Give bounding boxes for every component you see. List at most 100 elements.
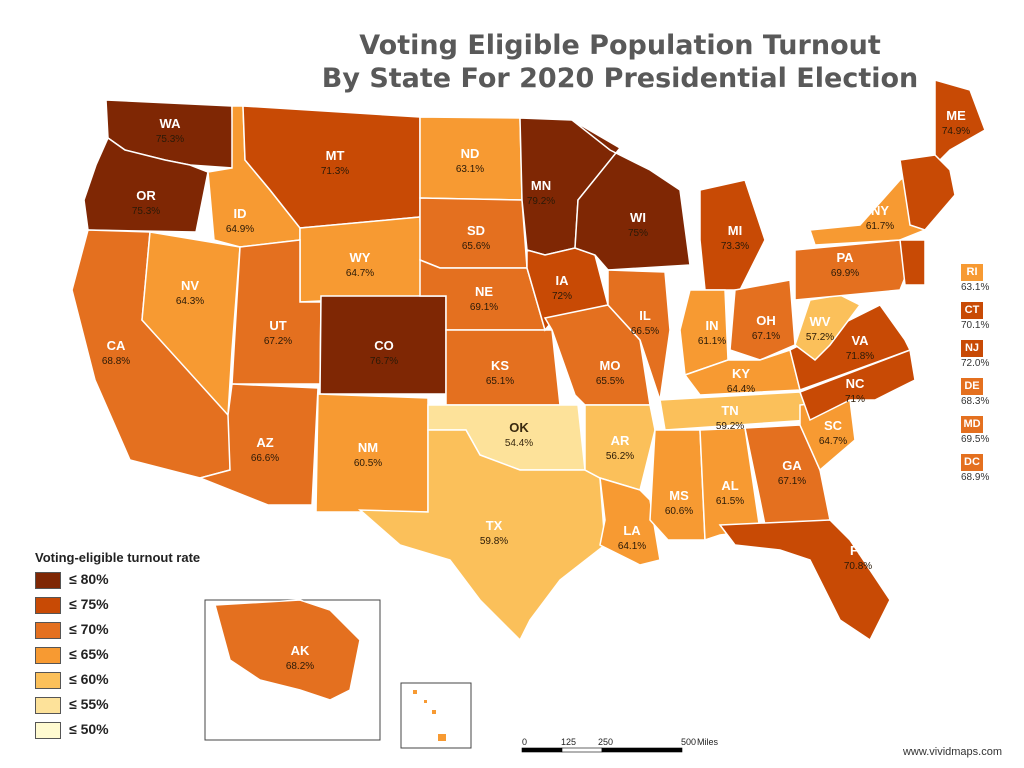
state-turnout-value: 69.1% (470, 302, 498, 313)
state-abbr-label: IN (706, 318, 719, 333)
state-nj (899, 239, 926, 286)
legend-swatch (35, 722, 61, 739)
state-hi-island (424, 700, 427, 703)
state-abbr-label: OR (136, 188, 156, 203)
state-abbr-label: CO (374, 338, 394, 353)
small-state-abbr: NJ (961, 340, 983, 357)
state-abbr-label: NV (181, 278, 199, 293)
state-abbr-label: WY (350, 250, 371, 265)
state-abbr-label: UT (269, 318, 286, 333)
state-abbr-label: MO (600, 358, 621, 373)
state-turnout-value: 65.1% (486, 376, 514, 387)
legend-item: ≤ 70% (35, 620, 155, 640)
state-abbr-label: MT (326, 148, 345, 163)
legend-swatch (35, 597, 61, 614)
state-turnout-value: 64.4% (727, 384, 755, 395)
state-turnout-value: 54.4% (505, 438, 533, 449)
state-abbr-label: IL (639, 308, 651, 323)
state-abbr-label: AZ (256, 435, 273, 450)
state-turnout-value: 60.5% (354, 458, 382, 469)
legend-item: ≤ 65% (35, 645, 155, 665)
state-turnout-value: 64.9% (226, 224, 254, 235)
small-state-entry: RI 63.1% (961, 264, 1001, 293)
legend-item: ≤ 75% (35, 595, 155, 615)
state-az (197, 383, 319, 506)
state-fl (718, 519, 891, 642)
state-abbr-label: SC (824, 418, 843, 433)
legend-label: ≤ 75% (69, 596, 109, 612)
state-abbr-label: TX (486, 518, 503, 533)
state-abbr-label: WV (810, 314, 831, 329)
legend-label: ≤ 60% (69, 671, 109, 687)
legend-title: Voting-eligible turnout rate (35, 550, 201, 565)
small-state-entry: DC 68.9% (961, 454, 1001, 483)
state-abbr-label: AR (611, 433, 630, 448)
legend-label: ≤ 65% (69, 646, 109, 662)
small-state-value: 68.3% (961, 396, 990, 407)
state-abbr-label: NE (475, 284, 493, 299)
small-state-abbr: DE (961, 378, 983, 395)
state-abbr-label: VA (851, 333, 869, 348)
state-hi-island (413, 690, 417, 694)
legend-item: ≤ 50% (35, 720, 155, 740)
state-tx (357, 429, 606, 642)
state-abbr-label: NC (846, 376, 865, 391)
state-abbr-label: WA (160, 116, 182, 131)
state-ak (214, 599, 361, 701)
state-abbr-label: AK (291, 643, 310, 658)
scale-tick-500: 500 (681, 737, 697, 747)
state-turnout-value: 65.5% (596, 376, 624, 387)
scale-bar-segment (521, 747, 563, 753)
scale-tick-0: 0 (522, 737, 528, 747)
state-oh (729, 279, 796, 361)
state-turnout-value: 71.8% (846, 351, 874, 362)
state-abbr-label: PA (836, 250, 854, 265)
small-state-value: 69.5% (961, 434, 990, 445)
new-england-region (899, 154, 956, 231)
state-abbr-label: LA (623, 523, 641, 538)
state-turnout-value: 67.1% (778, 476, 806, 487)
small-state-entry: NJ 72.0% (961, 340, 1001, 369)
state-me (934, 79, 986, 167)
small-state-entry: DE 68.3% (961, 378, 1001, 407)
legend-swatch (35, 672, 61, 689)
small-state-value: 68.9% (961, 472, 990, 483)
state-turnout-value: 75.3% (156, 134, 184, 145)
legend-label: ≤ 50% (69, 721, 109, 737)
state-turnout-value: 68.2% (286, 661, 314, 672)
state-turnout-value: 76.7% (370, 356, 398, 367)
state-turnout-value: 66.6% (251, 453, 279, 464)
state-hi-island (438, 734, 446, 741)
legend-swatch (35, 572, 61, 589)
small-state-abbr: MD (961, 416, 983, 433)
state-abbr-label: SD (467, 223, 485, 238)
state-turnout-value: 61.5% (716, 496, 744, 507)
state-turnout-value: 75% (628, 228, 648, 239)
state-abbr-label: ND (461, 146, 480, 161)
state-abbr-label: NY (871, 203, 889, 218)
map-title-line-1: Voting Eligible Population Turnout (359, 30, 881, 61)
state-turnout-value: 59.2% (716, 421, 744, 432)
legend-swatch (35, 697, 61, 714)
state-abbr-label: OH (756, 313, 776, 328)
state-abbr-label: IA (556, 273, 570, 288)
state-turnout-value: 67.1% (752, 331, 780, 342)
state-abbr-label: MN (531, 178, 551, 193)
small-state-value: 63.1% (961, 282, 990, 293)
state-hi-island (432, 710, 436, 714)
state-turnout-value: 64.7% (346, 268, 374, 279)
scale-tick-250: 250 (598, 737, 614, 747)
legend-item: ≤ 55% (35, 695, 155, 715)
state-turnout-value: 60.6% (665, 506, 693, 517)
state-abbr-label: MI (728, 223, 742, 238)
small-state-abbr: RI (961, 264, 983, 281)
state-turnout-value: 69.9% (831, 268, 859, 279)
state-turnout-value: 75.3% (132, 206, 160, 217)
state-ms (649, 429, 706, 541)
state-abbr-label: MS (669, 488, 689, 503)
legend-swatch (35, 622, 61, 639)
state-abbr-label: ID (234, 206, 247, 221)
state-turnout-value: 64.3% (176, 296, 204, 307)
state-turnout-value: 70.8% (844, 561, 872, 572)
